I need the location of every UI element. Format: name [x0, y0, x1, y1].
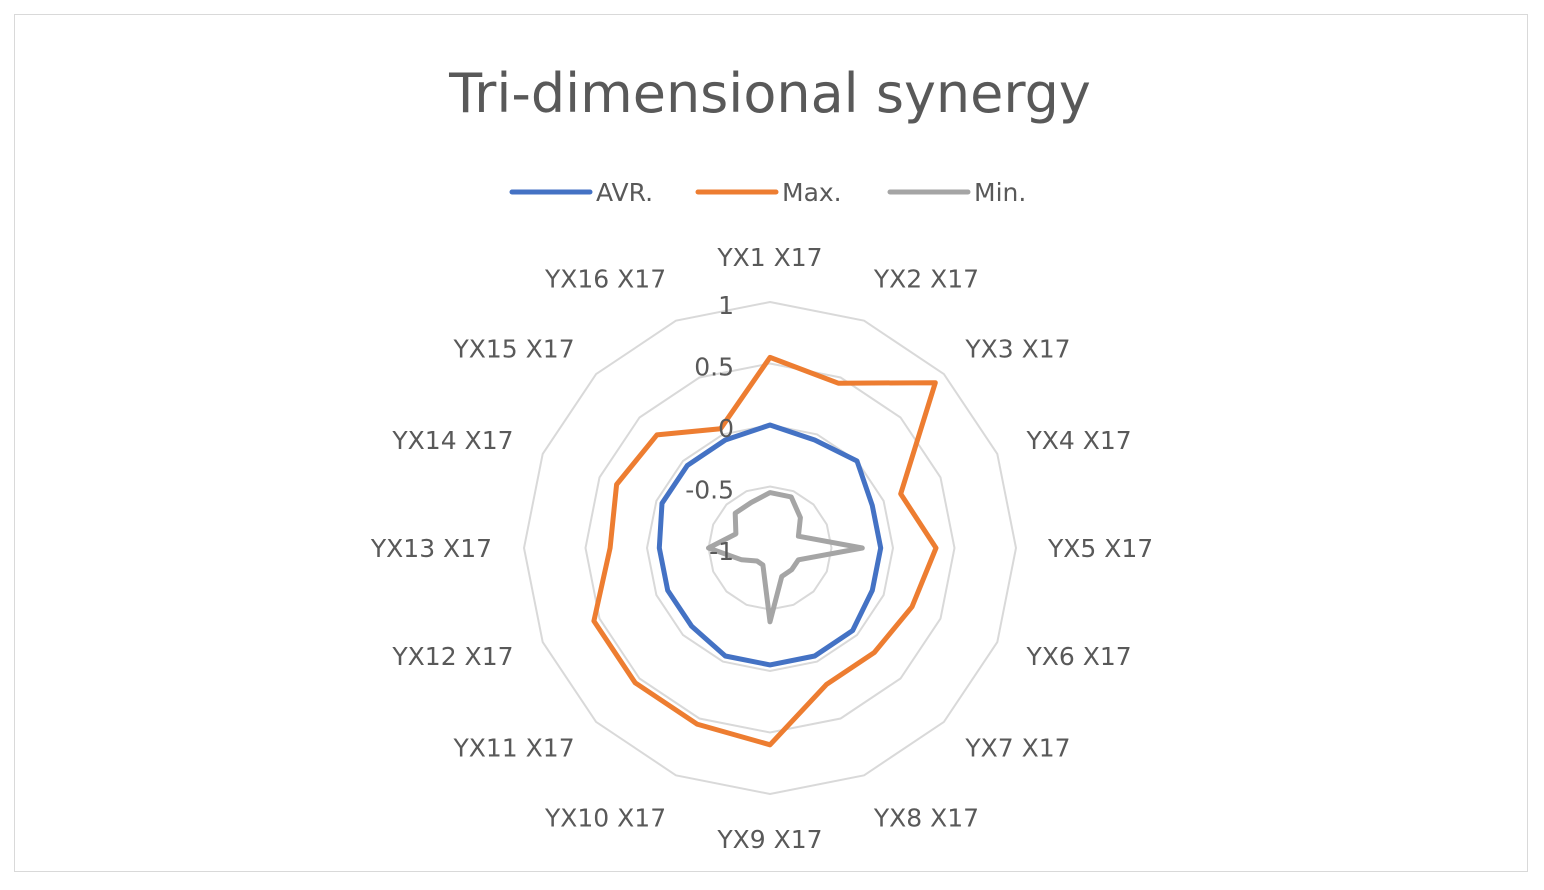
- category-label-11: YX11 X17: [453, 733, 575, 762]
- tick-labels: 1 0.5 0 -0.5 -1: [685, 291, 734, 566]
- category-label-8: YX8 X17: [873, 804, 979, 833]
- category-label-4: YX4 X17: [1026, 426, 1132, 455]
- legend-label-2: Min.: [974, 178, 1026, 207]
- series-line-1: [591, 354, 939, 748]
- tick-label-1: 0.5: [694, 353, 734, 382]
- category-label-9: YX9 X17: [716, 825, 822, 854]
- category-label-16: YX16 X17: [544, 265, 666, 294]
- category-label-6: YX6 X17: [1026, 642, 1132, 671]
- category-label-2: YX2 X17: [873, 265, 979, 294]
- category-labels: YX1 X17 YX2 X17 YX3 X17 YX4 X17 YX5 X17 YX6 X…: [370, 243, 1153, 854]
- chart-title: Tri-dimensional synergy: [448, 62, 1091, 125]
- tick-label-2: 0: [718, 414, 734, 443]
- tick-label-3: -0.5: [685, 476, 734, 505]
- category-label-3: YX3 X17: [964, 335, 1070, 364]
- category-label-15: YX15 X17: [453, 335, 575, 364]
- legend-label-0: AVR.: [596, 178, 653, 207]
- category-label-1: YX1 X17: [716, 243, 822, 272]
- legend-label-1: Max.: [782, 178, 842, 207]
- chart-area: [14, 14, 1528, 872]
- series-line-0: [656, 422, 884, 668]
- legend: AVR. Max. Min.: [509, 178, 1026, 207]
- category-label-12: YX12 X17: [391, 642, 513, 671]
- grid-ring-2: [645, 423, 895, 673]
- tick-label-4: -1: [709, 537, 734, 566]
- series-line-2: [706, 490, 865, 625]
- tick-label-0: 1: [718, 291, 734, 320]
- category-label-13: YX13 X17: [370, 534, 492, 563]
- category-label-14: YX14 X17: [391, 426, 513, 455]
- series-layer: [591, 354, 939, 748]
- category-label-7: YX7 X17: [964, 733, 1070, 762]
- grid-ring-0: [522, 300, 1018, 796]
- radar-grid: [522, 300, 1018, 796]
- grid-ring-1: [584, 362, 956, 734]
- category-label-5: YX5 X17: [1047, 534, 1153, 563]
- category-label-10: YX10 X17: [544, 804, 666, 833]
